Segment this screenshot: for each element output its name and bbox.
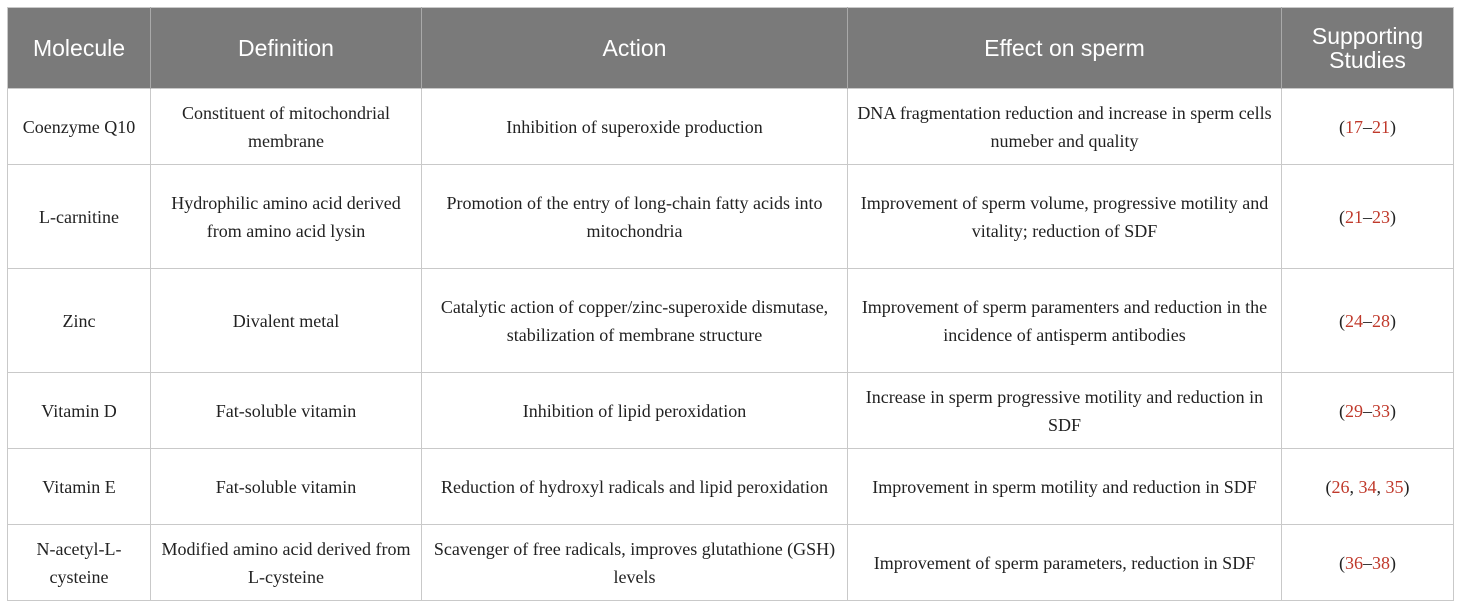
cell-refs: (21–23): [1281, 164, 1454, 269]
cell-effect: Improvement of sperm parameters, reducti…: [847, 524, 1282, 601]
table-row: N-acetyl-L-cysteine Modified amino acid …: [7, 524, 1454, 601]
cell-effect: Improvement in sperm motility and reduct…: [847, 448, 1282, 525]
cell-definition: Fat-soluble vitamin: [150, 372, 422, 449]
cell-definition: Constituent of mitochondrial membrane: [150, 88, 422, 165]
cell-definition: Fat-soluble vitamin: [150, 448, 422, 525]
cell-effect: Increase in sperm progressive motility a…: [847, 372, 1282, 449]
cell-molecule: N-acetyl-L-cysteine: [7, 524, 151, 601]
cell-definition: Divalent metal: [150, 268, 422, 373]
header-definition: Definition: [150, 7, 422, 89]
table-row: Zinc Divalent metal Catalytic action of …: [7, 268, 1454, 373]
cell-effect: DNA fragmentation reduction and increase…: [847, 88, 1282, 165]
header-molecule: Molecule: [7, 7, 151, 89]
cell-definition: Hydrophilic amino acid derived from amin…: [150, 164, 422, 269]
table-row: L-carnitine Hydrophilic amino acid deriv…: [7, 164, 1454, 269]
ref-link[interactable]: 21: [1345, 206, 1363, 227]
cell-refs: (26, 34, 35): [1281, 448, 1454, 525]
cell-effect: Improvement of sperm paramenters and red…: [847, 268, 1282, 373]
table-row: Vitamin E Fat-soluble vitamin Reduction …: [7, 448, 1454, 525]
cell-action: Inhibition of lipid peroxidation: [421, 372, 848, 449]
header-action: Action: [421, 7, 848, 89]
ref-link[interactable]: 26: [1331, 476, 1350, 497]
cell-definition: Modified amino acid derived from L-cyste…: [150, 524, 422, 601]
cell-action: Promotion of the entry of long-chain fat…: [421, 164, 848, 269]
ref-link[interactable]: 24: [1345, 310, 1363, 331]
cell-effect: Improvement of sperm volume, progressive…: [847, 164, 1282, 269]
cell-molecule: Coenzyme Q10: [7, 88, 151, 165]
ref-link[interactable]: 33: [1372, 400, 1390, 421]
ref-link[interactable]: 36: [1345, 552, 1363, 573]
cell-molecule: Zinc: [7, 268, 151, 373]
table-row: Vitamin D Fat-soluble vitamin Inhibition…: [7, 372, 1454, 449]
ref-link[interactable]: 21: [1372, 116, 1390, 137]
ref-link[interactable]: 23: [1372, 206, 1390, 227]
header-row: Molecule Definition Action Effect on spe…: [7, 7, 1454, 89]
cell-refs: (36–38): [1281, 524, 1454, 601]
antioxidant-table: Molecule Definition Action Effect on spe…: [7, 7, 1454, 601]
cell-refs: (29–33): [1281, 372, 1454, 449]
cell-action: Inhibition of superoxide production: [421, 88, 848, 165]
ref-link[interactable]: 17: [1345, 116, 1363, 137]
ref-link[interactable]: 35: [1385, 476, 1404, 497]
ref-link[interactable]: 28: [1372, 310, 1390, 331]
cell-molecule: L-carnitine: [7, 164, 151, 269]
ref-link[interactable]: 34: [1358, 476, 1377, 497]
header-effect: Effect on sperm: [847, 7, 1282, 89]
cell-refs: (24–28): [1281, 268, 1454, 373]
cell-action: Reduction of hydroxyl radicals and lipid…: [421, 448, 848, 525]
cell-molecule: Vitamin D: [7, 372, 151, 449]
cell-molecule: Vitamin E: [7, 448, 151, 525]
ref-link[interactable]: 38: [1372, 552, 1390, 573]
table-container: Molecule Definition Action Effect on spe…: [7, 7, 1454, 601]
cell-action: Scavenger of free radicals, improves glu…: [421, 524, 848, 601]
header-supporting-studies: Supporting Studies: [1281, 7, 1454, 89]
cell-action: Catalytic action of copper/zinc-superoxi…: [421, 268, 848, 373]
cell-refs: (17–21): [1281, 88, 1454, 165]
table-row: Coenzyme Q10 Constituent of mitochondria…: [7, 88, 1454, 165]
ref-link[interactable]: 29: [1345, 400, 1363, 421]
